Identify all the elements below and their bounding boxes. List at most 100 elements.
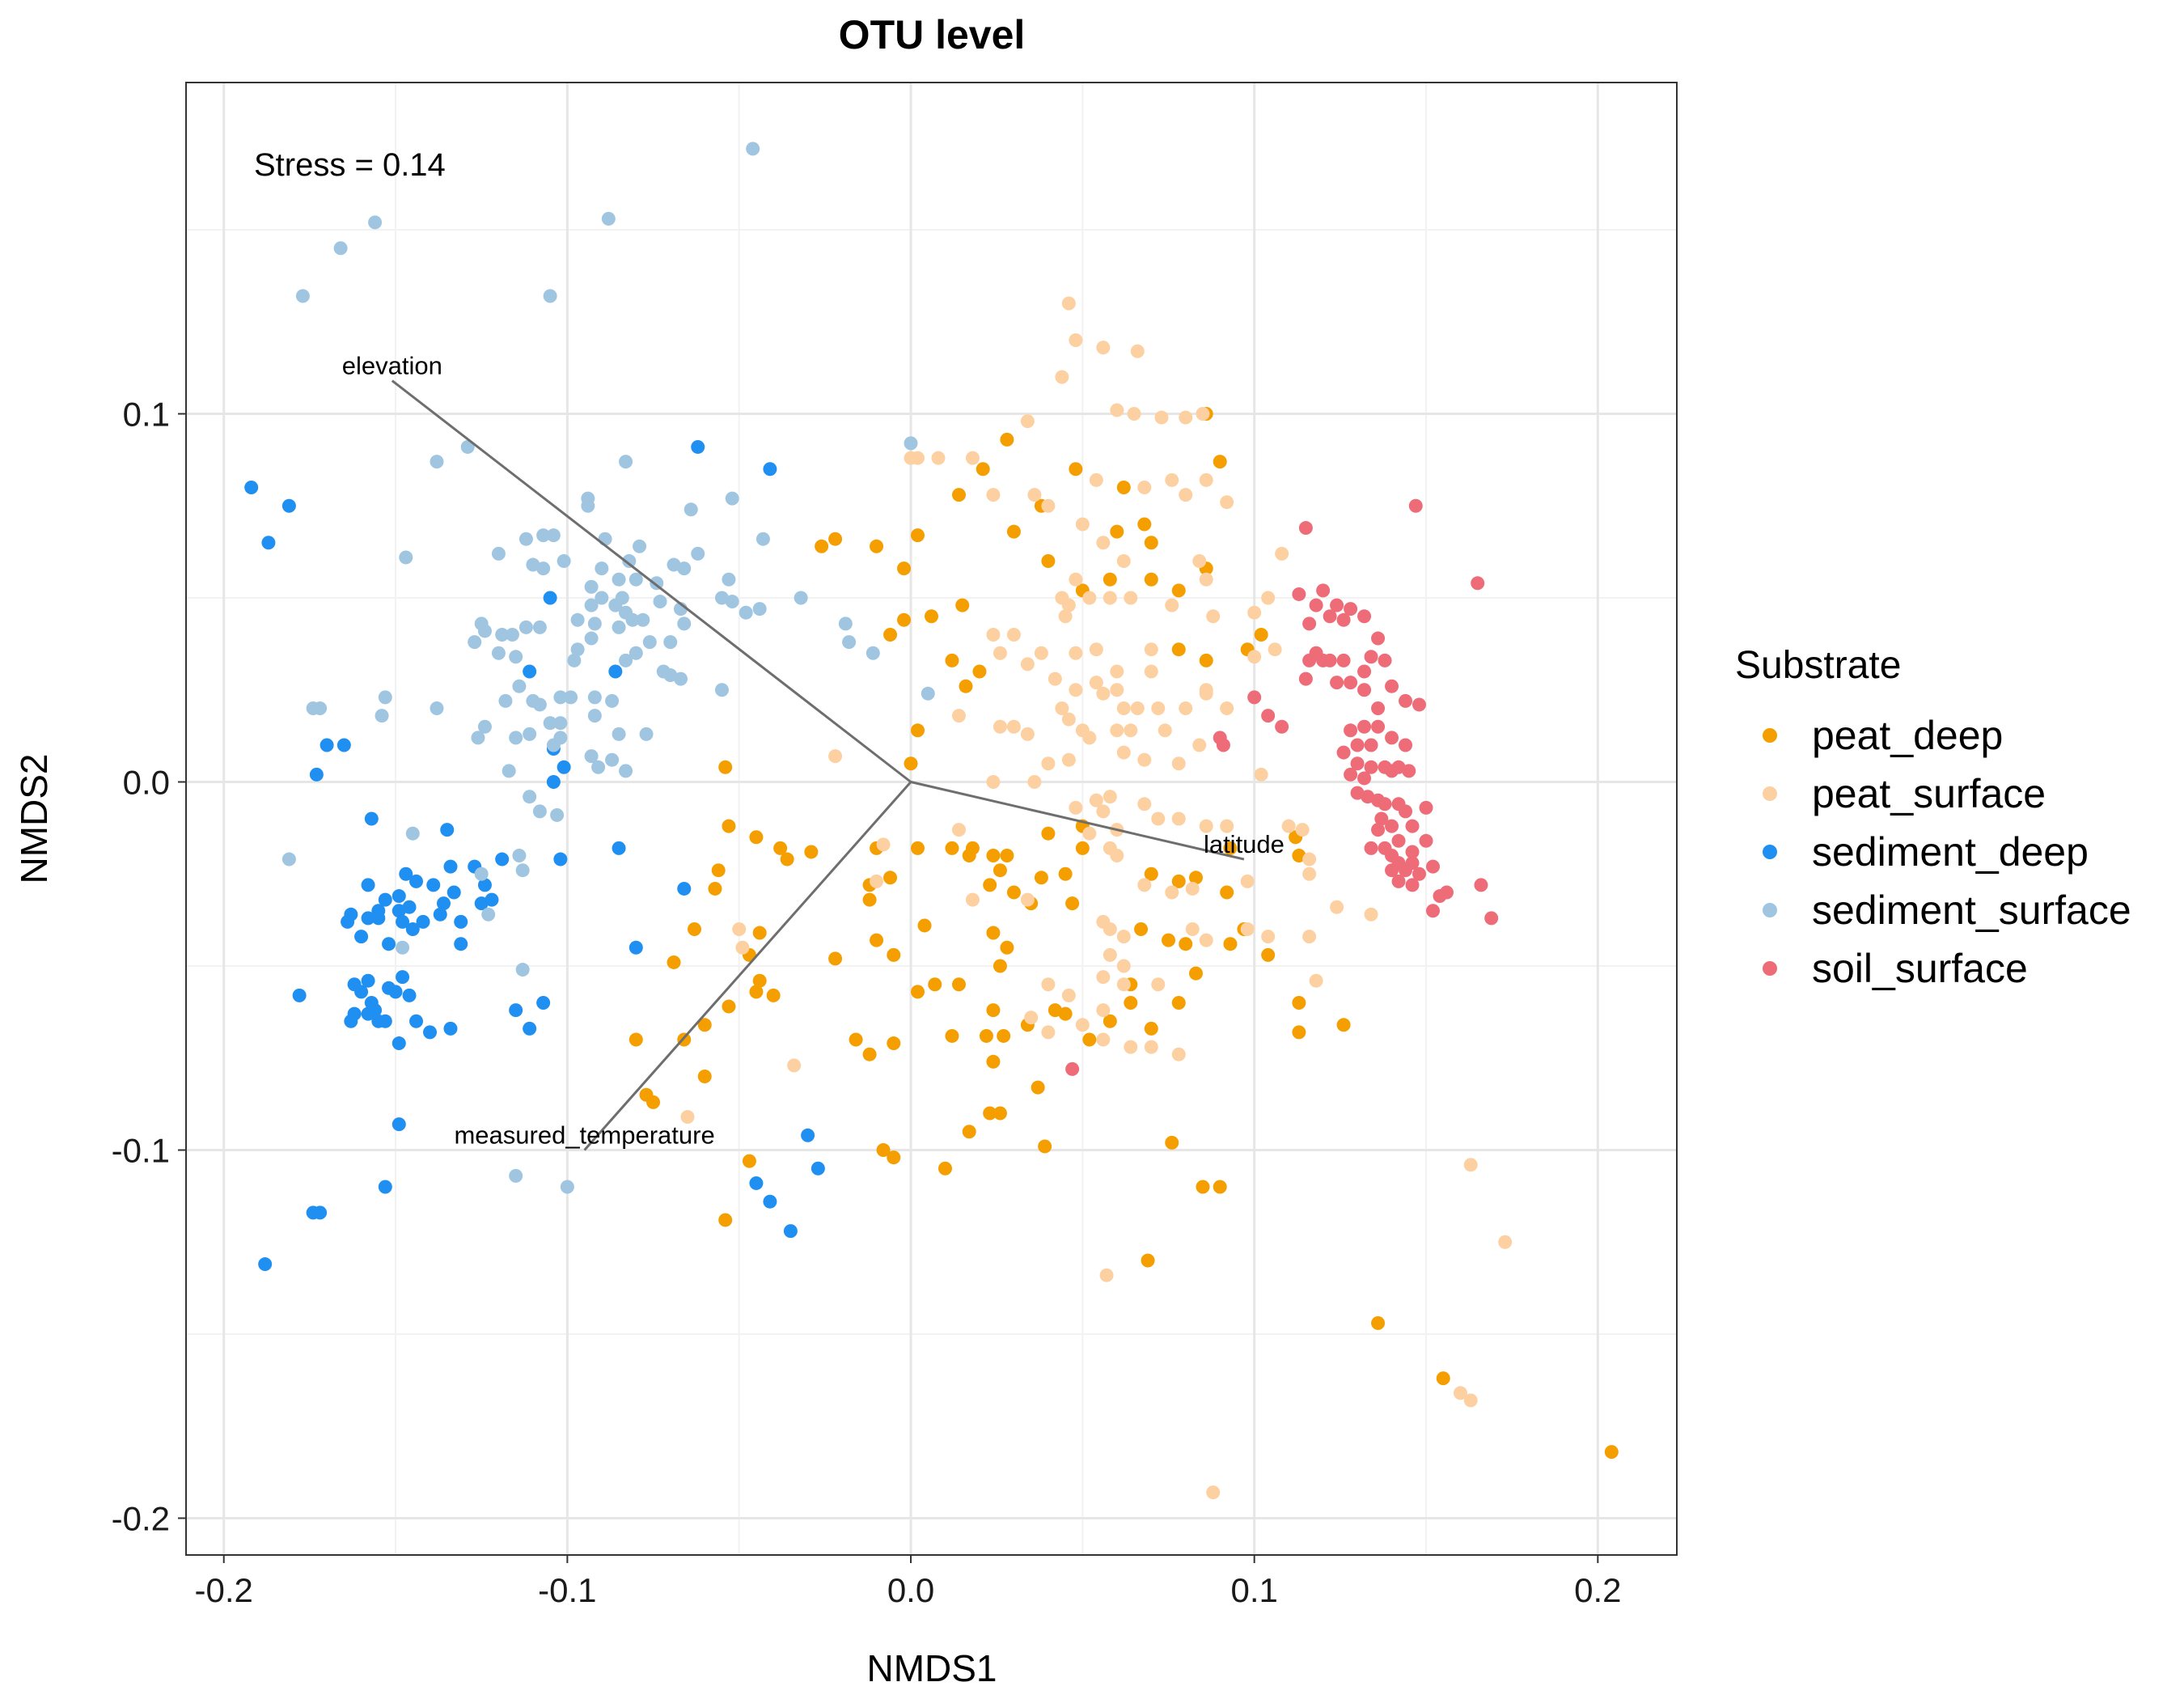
point-peat-deep [1006, 885, 1021, 900]
point-sediment-deep [399, 866, 413, 881]
point-peat-deep [828, 951, 843, 966]
point-peat-surface [1006, 628, 1021, 642]
point-peat-surface [1196, 407, 1210, 421]
point-sediment-surface [495, 628, 510, 642]
point-peat-surface [1199, 819, 1213, 833]
point-peat-surface [1041, 498, 1056, 513]
point-soil-surface [1323, 609, 1337, 624]
point-peat-deep [1604, 1445, 1619, 1460]
point-peat-surface [1179, 410, 1193, 425]
point-peat-deep [911, 528, 925, 543]
point-sediment-surface [281, 852, 296, 866]
point-peat-deep [1199, 653, 1213, 667]
point-peat-deep [1041, 554, 1056, 568]
point-peat-deep [993, 959, 1007, 973]
point-peat-surface [1103, 947, 1117, 962]
point-peat-deep [962, 849, 976, 862]
point-sediment-surface [674, 672, 688, 686]
point-peat-deep [1103, 572, 1117, 587]
point-peat-deep [752, 973, 767, 988]
point-soil-surface [1385, 819, 1399, 833]
point-peat-surface [1199, 933, 1213, 947]
point-sediment-surface [505, 628, 519, 642]
grid-minor [186, 83, 1677, 1555]
point-sediment-deep [371, 1014, 386, 1028]
point-peat-deep [1124, 996, 1138, 1010]
point-peat-deep [1171, 583, 1186, 598]
point-soil-surface [1357, 771, 1372, 786]
point-peat-surface [1192, 738, 1207, 752]
point-peat-deep [983, 878, 997, 892]
point-soil-surface [1302, 616, 1317, 631]
point-peat-surface [732, 922, 747, 936]
point-sediment-deep [354, 930, 369, 944]
point-peat-surface [1220, 495, 1234, 510]
point-sediment-deep [392, 889, 406, 904]
point-sediment-deep [281, 498, 296, 513]
point-sediment-surface [498, 693, 513, 708]
legend-label-sediment-deep: sediment_deep [1812, 829, 2089, 875]
point-sediment-deep [361, 1006, 375, 1021]
legend-key-peat-surface [1763, 786, 1777, 801]
vector-label-latitude: latitude [1204, 830, 1285, 858]
point-sediment-surface [333, 241, 348, 256]
y-axis-ticks: -0.2 -0.1 0.0 0.1 [112, 396, 186, 1538]
point-sediment-surface [512, 849, 527, 862]
point-sediment-surface [553, 690, 568, 705]
point-sediment-surface [468, 635, 482, 650]
point-peat-deep [749, 830, 764, 845]
point-peat-surface [1116, 701, 1131, 715]
point-peat-surface [1275, 546, 1289, 561]
point-peat-surface [986, 628, 1001, 642]
point-soil-surface [1364, 760, 1378, 774]
point-peat-deep [1165, 1135, 1179, 1150]
point-sediment-surface [523, 790, 537, 804]
point-peat-surface [1110, 849, 1124, 862]
point-peat-surface [1103, 790, 1117, 804]
point-peat-deep [870, 539, 884, 553]
point-peat-deep [1213, 455, 1227, 469]
point-peat-surface [1041, 756, 1056, 771]
point-peat-surface [986, 488, 1001, 502]
point-peat-surface [1154, 410, 1169, 425]
point-peat-deep [951, 977, 966, 992]
point-soil-surface [1439, 885, 1454, 900]
point-soil-surface [1364, 650, 1378, 664]
point-sediment-deep [509, 1003, 523, 1018]
point-peat-deep [897, 612, 912, 627]
point-peat-deep [945, 653, 959, 667]
point-peat-deep [887, 947, 901, 962]
point-soil-surface [1399, 804, 1413, 819]
point-soil-surface [1412, 697, 1427, 712]
point-sediment-surface [460, 439, 475, 454]
point-peat-surface [1082, 591, 1097, 605]
legend-item-soil-surface: soil_surface [1763, 946, 2028, 991]
point-peat-deep [1144, 536, 1158, 550]
point-peat-surface [1151, 977, 1166, 992]
point-peat-surface [1268, 642, 1282, 657]
point-soil-surface [1399, 693, 1413, 708]
point-sediment-deep [436, 896, 451, 911]
point-sediment-surface [295, 289, 310, 303]
point-peat-surface [876, 837, 891, 852]
point-sediment-deep [244, 481, 259, 494]
plot-panel-border [185, 82, 1678, 1556]
point-sediment-surface [368, 215, 383, 230]
point-sediment-surface [838, 616, 853, 631]
point-sediment-surface [866, 646, 880, 660]
point-peat-deep [883, 628, 898, 642]
point-soil-surface [1336, 612, 1351, 627]
point-sediment-surface [752, 602, 767, 616]
point-peat-surface [1158, 723, 1172, 738]
point-peat-surface [1199, 472, 1213, 487]
point-peat-surface [1041, 977, 1056, 992]
point-sediment-deep [811, 1161, 825, 1176]
point-peat-deep [849, 1032, 863, 1047]
point-peat-surface [1165, 472, 1179, 487]
point-sediment-deep [313, 1205, 328, 1220]
point-peat-surface [1024, 1011, 1039, 1025]
x-tick-label: 0.2 [1574, 1571, 1621, 1609]
point-peat-surface [1075, 1018, 1090, 1032]
point-soil-surface [1425, 904, 1440, 918]
point-sediment-surface [756, 532, 770, 546]
